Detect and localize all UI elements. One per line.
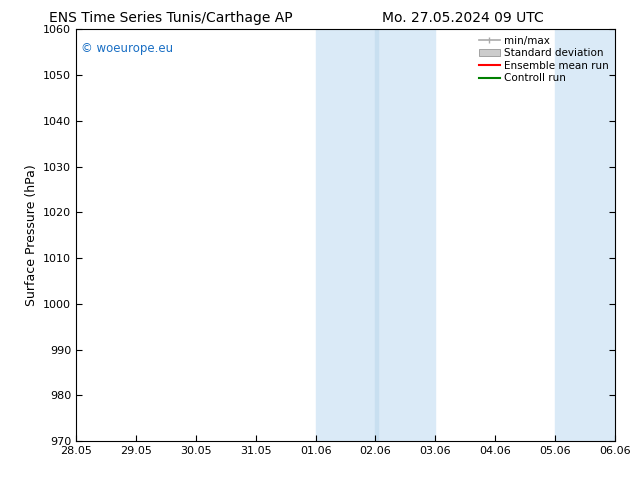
Legend: min/max, Standard deviation, Ensemble mean run, Controll run: min/max, Standard deviation, Ensemble me…: [475, 31, 613, 88]
Y-axis label: Surface Pressure (hPa): Surface Pressure (hPa): [25, 164, 37, 306]
Text: © woeurope.eu: © woeurope.eu: [81, 42, 174, 55]
Bar: [555, 29, 615, 441]
Bar: [316, 29, 436, 441]
Bar: [375, 29, 378, 441]
Text: Mo. 27.05.2024 09 UTC: Mo. 27.05.2024 09 UTC: [382, 11, 544, 25]
Text: ENS Time Series Tunis/Carthage AP: ENS Time Series Tunis/Carthage AP: [49, 11, 293, 25]
